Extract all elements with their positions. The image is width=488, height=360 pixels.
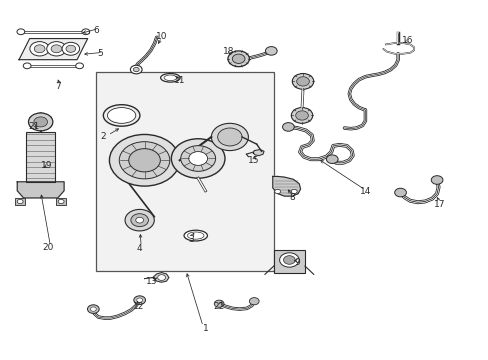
Circle shape [274, 189, 280, 194]
Circle shape [58, 199, 64, 204]
Text: 12: 12 [132, 302, 143, 311]
Circle shape [137, 298, 142, 302]
Circle shape [125, 210, 154, 231]
Text: 11: 11 [174, 76, 185, 85]
Bar [96, 72, 273, 271]
Circle shape [128, 149, 160, 172]
Circle shape [211, 123, 248, 150]
Ellipse shape [163, 75, 176, 81]
Circle shape [227, 51, 249, 67]
Circle shape [47, 42, 66, 56]
Polygon shape [253, 149, 264, 156]
Circle shape [214, 300, 224, 307]
Bar [273, 250, 305, 273]
Circle shape [296, 77, 309, 86]
Bar [26, 132, 55, 182]
Circle shape [82, 29, 89, 35]
Bar [56, 198, 66, 205]
Bar [15, 198, 25, 205]
Polygon shape [17, 182, 64, 198]
Circle shape [90, 307, 96, 311]
Circle shape [30, 42, 49, 56]
Circle shape [119, 142, 169, 179]
Polygon shape [30, 113, 51, 131]
Circle shape [109, 134, 179, 186]
Circle shape [394, 188, 406, 197]
Text: 6: 6 [93, 26, 99, 35]
Circle shape [134, 296, 145, 305]
Circle shape [282, 123, 294, 131]
Circle shape [326, 155, 337, 163]
Text: 14: 14 [359, 187, 370, 196]
Circle shape [295, 111, 308, 120]
Circle shape [51, 45, 61, 53]
Circle shape [158, 275, 165, 280]
Circle shape [292, 73, 313, 89]
Text: 1: 1 [202, 324, 208, 333]
Ellipse shape [187, 232, 203, 239]
Circle shape [279, 253, 299, 267]
Text: 18: 18 [223, 47, 234, 56]
Text: 2: 2 [100, 132, 106, 141]
Circle shape [17, 199, 23, 204]
Circle shape [181, 146, 215, 171]
Text: 9: 9 [294, 258, 300, 267]
Circle shape [265, 46, 277, 55]
Ellipse shape [160, 73, 180, 82]
Circle shape [131, 214, 148, 226]
Text: 7: 7 [55, 82, 61, 91]
Circle shape [34, 117, 47, 127]
Circle shape [430, 176, 442, 184]
Circle shape [291, 108, 312, 123]
Circle shape [28, 113, 53, 131]
Text: 15: 15 [247, 156, 259, 165]
Circle shape [130, 65, 142, 74]
Text: 5: 5 [98, 49, 103, 58]
Polygon shape [272, 176, 300, 196]
Circle shape [66, 45, 76, 52]
Text: 8: 8 [289, 193, 295, 202]
Circle shape [283, 256, 295, 264]
Circle shape [136, 217, 143, 223]
Text: 4: 4 [137, 244, 142, 253]
Polygon shape [153, 273, 168, 282]
Circle shape [17, 29, 25, 35]
Text: 20: 20 [43, 243, 54, 252]
Text: 13: 13 [146, 276, 157, 285]
Circle shape [249, 298, 259, 305]
Circle shape [291, 189, 297, 194]
Circle shape [217, 128, 242, 146]
Circle shape [87, 305, 99, 314]
Circle shape [34, 45, 45, 53]
Circle shape [188, 152, 207, 165]
Ellipse shape [183, 230, 207, 241]
Text: 16: 16 [401, 36, 413, 45]
Text: 17: 17 [433, 200, 445, 209]
Circle shape [23, 63, 31, 69]
Text: 21: 21 [28, 122, 40, 131]
Text: 22: 22 [213, 302, 224, 311]
Circle shape [76, 63, 83, 69]
Text: 3: 3 [187, 235, 193, 244]
Polygon shape [19, 39, 87, 60]
Circle shape [171, 139, 224, 178]
Ellipse shape [103, 105, 140, 126]
Circle shape [133, 67, 139, 72]
Ellipse shape [107, 108, 136, 123]
Text: 19: 19 [41, 161, 53, 170]
Circle shape [232, 54, 244, 63]
Text: 10: 10 [156, 32, 167, 41]
Circle shape [62, 42, 80, 55]
